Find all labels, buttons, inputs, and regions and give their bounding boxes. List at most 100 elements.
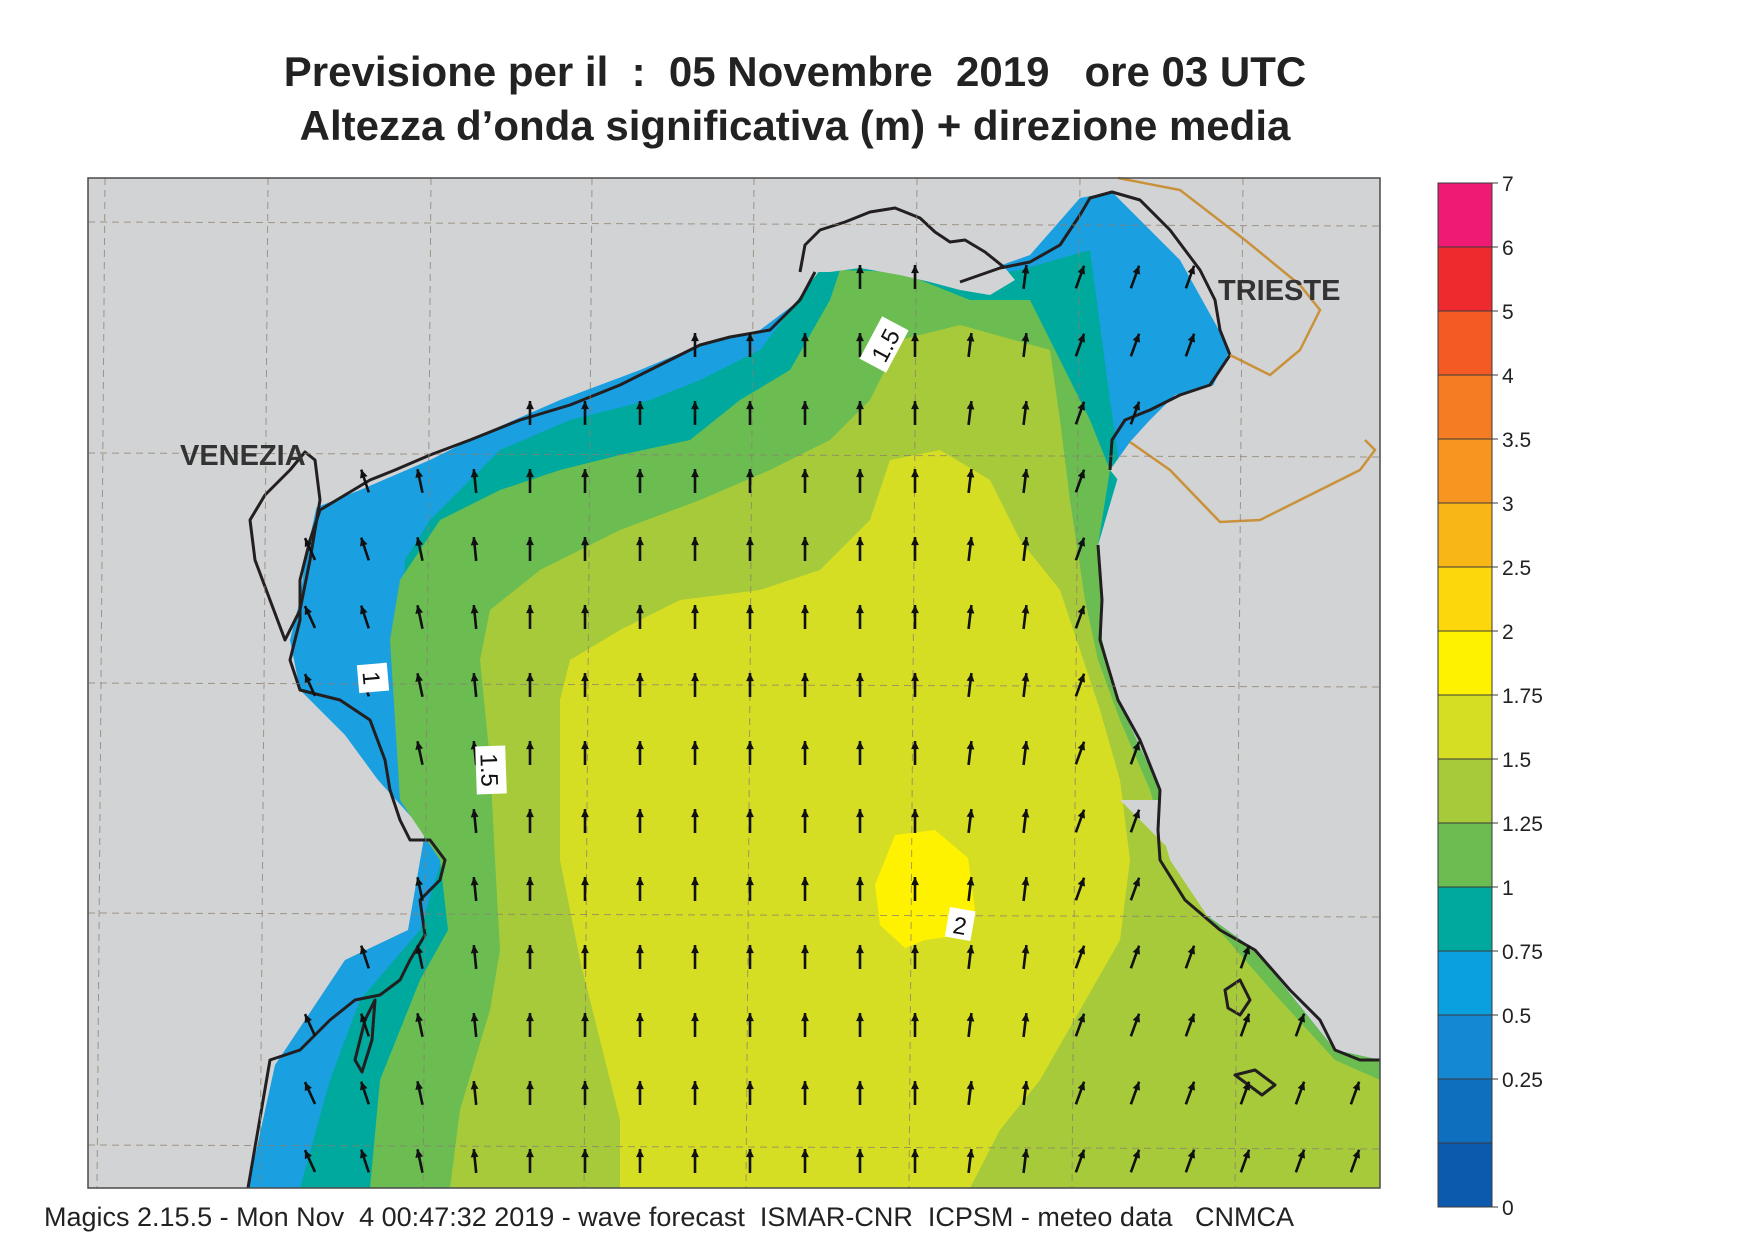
wave-arrow — [911, 605, 919, 629]
colorbar-swatch — [1437, 758, 1493, 824]
colorbar-label: 1 — [1502, 877, 1514, 900]
colorbar-label: 5 — [1502, 301, 1514, 324]
wave-arrow — [801, 877, 809, 901]
colorbar-label: 1.75 — [1502, 685, 1543, 708]
wave-arrow — [801, 673, 809, 697]
wave-arrow — [636, 809, 644, 833]
wave-arrow — [966, 944, 975, 970]
wave-arrow — [636, 877, 644, 901]
wave-arrow — [1349, 1149, 1361, 1173]
wave-arrow — [470, 468, 479, 494]
map-frame — [87, 177, 1381, 1189]
wave-arrow — [746, 333, 754, 357]
contour-label-west-inner-text: 1 — [356, 670, 384, 686]
wave-arrow — [1074, 741, 1086, 765]
wave-arrow — [911, 537, 919, 561]
wave-arrow — [856, 605, 864, 629]
wave-arrow — [1129, 1081, 1141, 1105]
wave-arrow — [303, 1013, 317, 1037]
wave-arrow — [470, 876, 479, 902]
wave-arrow — [1074, 1081, 1086, 1105]
wave-arrow — [911, 1081, 919, 1105]
wave-arrow — [526, 809, 534, 833]
wave-arrow — [966, 1148, 975, 1174]
wave-arrow — [415, 672, 424, 698]
colorbar-label: 3.5 — [1502, 429, 1531, 452]
wave-arrow — [581, 1013, 589, 1037]
wave-arrow — [359, 469, 371, 493]
colorbar-swatch — [1437, 1142, 1493, 1208]
wave-arrow — [746, 1149, 754, 1173]
wave-arrow — [1021, 1148, 1030, 1174]
wave-arrow — [691, 945, 699, 969]
wave-arrow — [303, 1081, 317, 1105]
wave-arrow — [359, 537, 371, 561]
wave-arrow — [415, 604, 424, 630]
colorbar-label: 4 — [1502, 365, 1514, 388]
wave-arrow — [303, 673, 317, 697]
wave-arrow — [746, 673, 754, 697]
wave-arrow — [1074, 809, 1086, 833]
wave-arrow — [526, 945, 534, 969]
wave-arrow — [801, 469, 809, 493]
wave-arrow — [359, 1013, 371, 1037]
wave-arrow — [581, 537, 589, 561]
wave-arrow — [746, 401, 754, 425]
wave-arrow — [415, 944, 424, 970]
wave-arrow — [911, 741, 919, 765]
colorbar-label: 1.5 — [1502, 749, 1531, 772]
wave-arrow — [303, 1149, 317, 1173]
wave-arrow — [1074, 673, 1086, 697]
wave-arrow — [359, 1081, 371, 1105]
wave-arrow — [303, 537, 317, 561]
wave-arrow — [359, 1149, 371, 1173]
colorbar-swatch — [1437, 630, 1493, 696]
wave-arrow — [526, 1149, 534, 1173]
wave-arrow — [581, 401, 589, 425]
wave-arrow — [1021, 1012, 1030, 1038]
wave-arrow — [746, 809, 754, 833]
wave-arrow — [1239, 1149, 1251, 1173]
wave-arrow — [359, 945, 371, 969]
wave-arrow — [966, 740, 975, 766]
wave-arrow — [415, 1080, 424, 1106]
wave-arrow — [636, 945, 644, 969]
wave-arrow — [470, 1148, 479, 1174]
wave-arrow — [691, 1081, 699, 1105]
wave-direction-arrows — [303, 264, 1361, 1174]
wave-arrow — [303, 605, 317, 629]
wave-arrow — [746, 945, 754, 969]
wave-arrow — [691, 741, 699, 765]
wave-arrow — [746, 469, 754, 493]
title-line-2: Altezza d’onda significativa (m) + direz… — [299, 102, 1291, 149]
wave-arrow — [746, 1013, 754, 1037]
colorbar-swatch — [1437, 502, 1493, 568]
wave-arrow — [1021, 264, 1030, 290]
wave-arrow — [526, 673, 534, 697]
wave-arrow — [856, 333, 864, 357]
wave-arrow — [966, 604, 975, 630]
wave-arrow — [856, 741, 864, 765]
wave-arrow — [581, 673, 589, 697]
wave-arrow — [581, 605, 589, 629]
wave-arrow — [636, 741, 644, 765]
wave-arrow — [415, 1148, 424, 1174]
contour-label-west-outer-text: 1.5 — [474, 753, 502, 787]
wave-arrow — [1184, 1013, 1196, 1037]
wave-arrow — [1021, 400, 1030, 426]
wave-arrow — [526, 1013, 534, 1037]
wave-arrow — [1294, 1149, 1306, 1173]
wave-arrow — [911, 1013, 919, 1037]
wave-arrow — [966, 876, 975, 902]
colorbar-swatch — [1437, 374, 1493, 440]
colorbar-swatch — [1437, 182, 1493, 248]
wave-arrow — [1021, 740, 1030, 766]
colorbar-label: 1.25 — [1502, 813, 1543, 836]
wave-arrow — [691, 333, 699, 357]
wave-arrow — [691, 537, 699, 561]
wave-arrow — [526, 469, 534, 493]
wave-arrow — [526, 401, 534, 425]
wave-arrow — [966, 332, 975, 358]
wave-arrow — [691, 673, 699, 697]
colorbar-swatch — [1437, 1078, 1493, 1144]
